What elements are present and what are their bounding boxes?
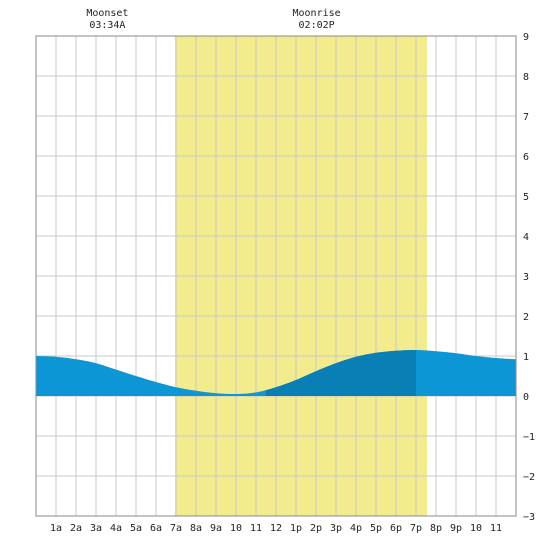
y-tick-label: 1 xyxy=(523,352,529,363)
x-tick-label: 7p xyxy=(410,523,422,534)
y-tick-label: 3 xyxy=(523,272,529,283)
x-tick-label: 3a xyxy=(90,523,102,534)
x-tick-label: 11 xyxy=(490,523,502,534)
y-tick-label: 8 xyxy=(523,72,529,83)
x-tick-label: 4a xyxy=(110,523,122,534)
x-tick-label: 2a xyxy=(70,523,82,534)
y-tick-label: 2 xyxy=(523,312,529,323)
x-tick-label: 1a xyxy=(50,523,62,534)
grid-lines xyxy=(36,36,516,516)
y-tick-label: 5 xyxy=(523,192,529,203)
x-tick-label: 5p xyxy=(370,523,382,534)
x-tick-label: 10 xyxy=(230,523,242,534)
tide-area-dark-segment xyxy=(266,349,416,396)
y-tick-label: −3 xyxy=(523,512,535,523)
x-tick-label: 5a xyxy=(130,523,142,534)
x-tick-label: 6p xyxy=(390,523,402,534)
y-tick-label: 7 xyxy=(523,112,529,123)
x-tick-label: 2p xyxy=(310,523,322,534)
y-tick-label: −2 xyxy=(523,472,535,483)
y-tick-label: 6 xyxy=(523,152,529,163)
moon-event-name: Moonset xyxy=(86,8,128,19)
plot-frame xyxy=(35,35,517,517)
x-tick-label: 7a xyxy=(170,523,182,534)
moon-event-time: 02:02P xyxy=(299,20,335,31)
x-tick-label: 8a xyxy=(190,523,202,534)
moon-event-name: Moonrise xyxy=(293,8,341,19)
y-tick-label: 9 xyxy=(523,32,529,43)
y-tick-label: 0 xyxy=(523,392,529,403)
x-tick-label: 12 xyxy=(270,523,282,534)
moon-event-time: 03:34A xyxy=(89,20,125,31)
x-tick-labels: 1a 2a 3a 4a 5a 6a 7a 8a 9a 10 11 12 1p 2p 3p 4p 5p 6p 7p 8p… xyxy=(50,523,502,534)
tide-area xyxy=(36,349,516,396)
y-tick-label: 4 xyxy=(523,232,529,243)
x-tick-label: 4p xyxy=(350,523,362,534)
x-tick-label: 11 xyxy=(250,523,262,534)
y-tick-labels: −3 −2 −1 0 1 2 3 4 5 6 7 8 9 xyxy=(523,32,535,523)
x-tick-label: 3p xyxy=(330,523,342,534)
x-tick-label: 9p xyxy=(450,523,462,534)
x-tick-label: 6a xyxy=(150,523,162,534)
x-tick-label: 1p xyxy=(290,523,302,534)
y-tick-label: −1 xyxy=(523,432,535,443)
x-tick-label: 9a xyxy=(210,523,222,534)
x-tick-label: 8p xyxy=(430,523,442,534)
x-tick-label: 10 xyxy=(470,523,482,534)
